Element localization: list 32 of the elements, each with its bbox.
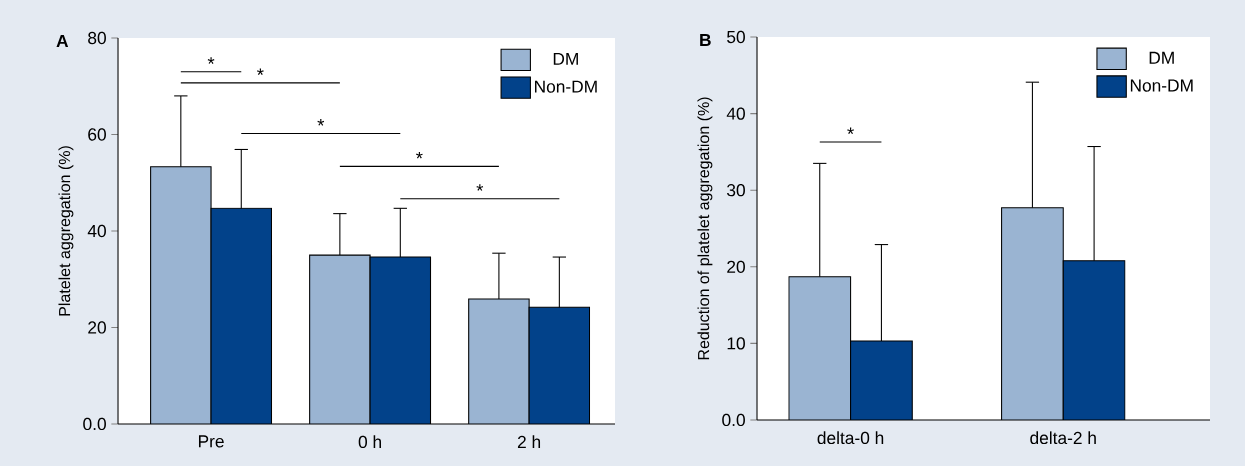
x-tick-label: delta-0 h <box>817 431 884 445</box>
y-tick-label: 0.0 <box>722 413 745 427</box>
y-tick-label: 80 <box>88 31 106 45</box>
annotation: * <box>257 68 264 75</box>
y-tick-label: 40 <box>726 107 745 120</box>
x-tick-label: 2 h <box>517 435 541 448</box>
x-tick-label: 0 h <box>358 435 381 449</box>
legend-label: DM <box>553 52 578 65</box>
bar <box>1001 207 1064 420</box>
annotation: * <box>317 119 325 126</box>
annotation: * <box>847 127 854 135</box>
y-tick-label: 60 <box>88 128 106 141</box>
x-tick-label: Pre <box>198 435 224 448</box>
chart-title: B <box>700 34 711 46</box>
y-tick-label: 50 <box>727 30 745 44</box>
annotation: * <box>207 57 215 64</box>
x-tick-label: delta-2 h <box>1030 431 1096 445</box>
y-axis-title: Reduction of platelet aggregation (%) <box>697 97 713 360</box>
legend-label: DM <box>1149 51 1174 64</box>
y-tick-label: 30 <box>727 184 745 197</box>
chart-title: A <box>56 35 69 47</box>
y-tick-label: 20 <box>727 260 745 273</box>
annotation: * <box>416 151 423 159</box>
y-tick-label: 0.0 <box>83 417 106 431</box>
y-tick-label: 20 <box>88 321 106 334</box>
annotation: * <box>476 184 484 191</box>
y-tick-label: 10 <box>727 337 745 350</box>
y-axis-title: Platelet aggregation (%) <box>58 146 74 316</box>
legend-label: Non-DM <box>535 80 597 93</box>
bar <box>788 276 851 420</box>
y-tick-label: 40 <box>87 224 106 238</box>
legend-label: Non-DM <box>1130 79 1193 92</box>
